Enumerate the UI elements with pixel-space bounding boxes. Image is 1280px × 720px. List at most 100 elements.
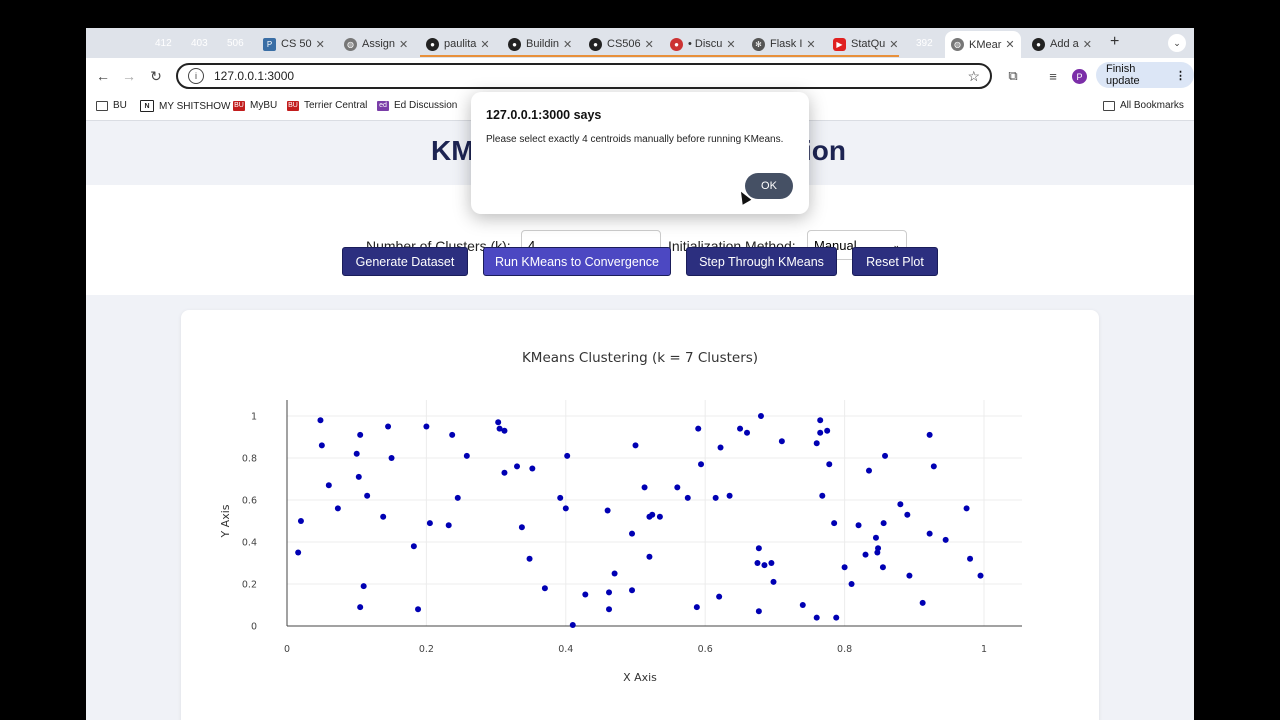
close-icon[interactable]: ✕ <box>315 38 325 51</box>
step-kmeans-button[interactable]: Step Through KMeans <box>686 247 837 276</box>
alert-dialog: 127.0.0.1:3000 says Please select exactl… <box>471 92 809 214</box>
data-point <box>717 444 724 451</box>
tab-add[interactable]: ● Add a ✕ <box>1032 33 1098 55</box>
bookmark-mybu[interactable]: BU MyBU <box>233 100 277 111</box>
tab-flask[interactable]: ✻ Flask I ✕ <box>752 33 818 55</box>
browser-window: 412 403 506 P CS 50 ✕ ◍ Assign ✕ ● paulita… <box>86 28 1194 720</box>
close-icon[interactable]: ✕ <box>806 38 816 51</box>
folder-icon <box>96 100 108 111</box>
github-icon: ● <box>589 37 602 51</box>
close-icon[interactable]: ✕ <box>726 38 736 51</box>
tab-label: paulita <box>444 38 477 50</box>
close-icon[interactable]: ✕ <box>644 38 654 51</box>
data-point <box>656 513 663 520</box>
notion-icon: N <box>140 100 154 112</box>
tab-label: Add a <box>1050 38 1079 50</box>
data-point <box>813 614 820 621</box>
tab-badge-2[interactable]: 403 <box>191 38 208 49</box>
data-point <box>744 429 751 436</box>
data-point <box>684 494 691 501</box>
bookmark-star-icon[interactable]: ☆ <box>967 68 980 84</box>
chart-points <box>295 413 984 628</box>
forward-arrow-icon[interactable]: → <box>122 68 136 84</box>
tab-assign[interactable]: ◍ Assign ✕ <box>344 33 410 55</box>
data-point <box>449 431 456 438</box>
tab-building[interactable]: ● Buildin ✕ <box>508 33 574 55</box>
bookmark-label: Ed Discussion <box>394 100 458 111</box>
tab-cs506[interactable]: ● CS506 ✕ <box>589 33 655 55</box>
data-point <box>841 564 848 571</box>
dialog-ok-button[interactable]: OK <box>745 173 793 199</box>
reload-icon[interactable]: ↻ <box>150 67 162 84</box>
site-info-icon[interactable]: i <box>188 68 204 84</box>
bookmark-label: BU <box>113 100 127 111</box>
tab-search-chevron-icon[interactable]: ⌄ <box>1168 34 1186 52</box>
tab-badge-3[interactable]: 506 <box>227 38 244 49</box>
all-bookmarks[interactable]: All Bookmarks <box>1103 100 1184 111</box>
bookmark-label: Terrier Central <box>304 100 368 111</box>
data-point <box>357 431 364 438</box>
data-point <box>768 560 775 566</box>
data-point <box>353 450 360 457</box>
github-icon: ● <box>426 37 439 51</box>
github-icon: ● <box>508 37 521 51</box>
run-kmeans-button[interactable]: Run KMeans to Convergence <box>483 247 671 276</box>
close-icon[interactable]: ✕ <box>1005 39 1015 51</box>
tab-badge-4[interactable]: 392 <box>916 38 933 49</box>
data-point <box>557 494 564 501</box>
data-point <box>526 555 533 562</box>
tab-paulita[interactable]: ● paulita ✕ <box>426 33 492 55</box>
close-icon[interactable]: ✕ <box>399 38 409 51</box>
close-icon[interactable]: ✕ <box>889 38 899 51</box>
data-point <box>496 425 503 432</box>
data-point <box>445 522 452 529</box>
data-point <box>562 505 569 512</box>
data-point <box>295 549 302 556</box>
data-point <box>693 604 700 611</box>
data-point <box>930 463 937 470</box>
bookmark-ed-discussion[interactable]: ed Ed Discussion <box>377 100 457 111</box>
close-icon[interactable]: ✕ <box>1082 38 1092 51</box>
tab-cs50[interactable]: P CS 50 ✕ <box>263 33 329 55</box>
address-bar[interactable]: i 127.0.0.1:3000 ☆ <box>176 63 992 89</box>
new-tab-icon[interactable]: + <box>1110 33 1120 50</box>
avatar[interactable]: P <box>1072 69 1087 84</box>
data-point <box>926 530 933 537</box>
openai-icon: ✻ <box>752 37 765 51</box>
data-point <box>541 585 548 592</box>
extensions-icon[interactable]: ⧉ <box>1008 68 1018 83</box>
media-controls-icon[interactable]: ≡ <box>1049 68 1057 84</box>
data-point <box>514 463 521 470</box>
tab-label: CS 50 <box>281 38 312 50</box>
finish-update-button[interactable]: Finish update ⋮ <box>1096 62 1194 88</box>
github-icon: ● <box>1032 37 1045 51</box>
y-tick-label: 0.8 <box>242 454 257 465</box>
url-text[interactable]: 127.0.0.1:3000 <box>214 69 295 83</box>
data-point <box>755 608 762 615</box>
back-arrow-icon[interactable]: ← <box>96 68 110 84</box>
bookmark-terrier-central[interactable]: BU Terrier Central <box>287 100 367 111</box>
tab-label: • Discu <box>688 38 723 50</box>
data-point <box>879 564 886 571</box>
data-point <box>415 606 422 613</box>
tab-badge-1[interactable]: 412 <box>155 38 172 49</box>
kebab-menu-icon[interactable]: ⋮ <box>1175 69 1186 82</box>
data-point <box>317 417 324 424</box>
kmeans-scatter-plot[interactable]: KMeans Clustering (k = 7 Clusters) 0 0.2 0… <box>181 310 1099 720</box>
close-icon[interactable]: ✕ <box>480 38 490 51</box>
plot-card: KMeans Clustering (k = 7 Clusters) 0 0.2 0… <box>181 310 1099 720</box>
bookmark-bu[interactable]: BU <box>96 100 127 111</box>
generate-dataset-button[interactable]: Generate Dataset <box>342 247 468 276</box>
reset-plot-button[interactable]: Reset Plot <box>852 247 938 276</box>
tab-kmeans[interactable]: ◍ KMear ✕ <box>945 31 1021 58</box>
tab-discord[interactable]: ● • Discu ✕ <box>670 33 736 55</box>
y-axis-label: Y Axis <box>219 504 232 538</box>
data-point <box>423 423 430 430</box>
x-tick-label: 0.6 <box>698 644 713 655</box>
bookmark-my-shitshow[interactable]: N MY SHITSHOW <box>140 100 230 112</box>
data-point <box>977 572 984 579</box>
data-point <box>454 494 461 501</box>
tab-statquest[interactable]: ▶ StatQu ✕ <box>833 33 899 55</box>
y-tick-label: 0.6 <box>242 496 257 507</box>
close-icon[interactable]: ✕ <box>563 38 573 51</box>
